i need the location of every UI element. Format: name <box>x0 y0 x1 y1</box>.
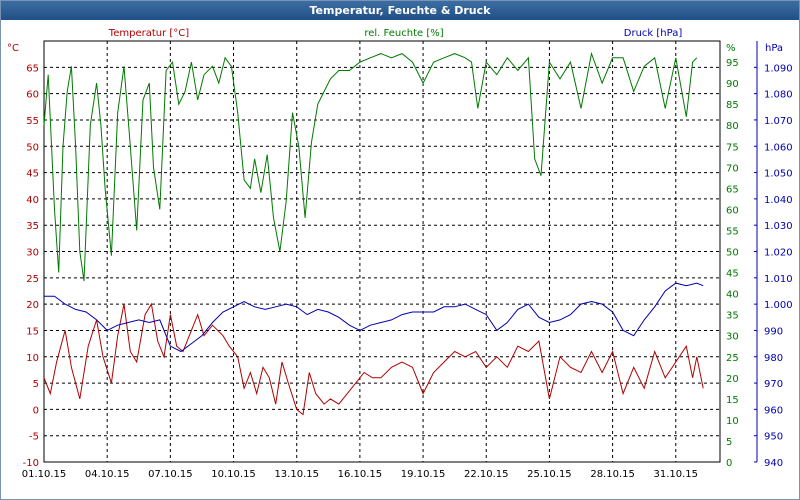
pressure-tick-label: 1.000 <box>764 300 793 311</box>
humidity-tick-label: 25 <box>726 353 739 364</box>
humidity-tick-label: 40 <box>726 290 739 301</box>
temperature-tick-label: -10 <box>23 458 39 469</box>
temperature-tick-label: 40 <box>26 195 39 206</box>
pressure-tick-label: 1.060 <box>764 142 793 153</box>
humidity-tick-label: 95 <box>726 58 739 69</box>
x-tick-label: 31.10.15 <box>654 469 699 480</box>
humidity-tick-label: 0 <box>726 458 732 469</box>
temperature-tick-label: 15 <box>26 326 39 337</box>
humidity-tick-label: 60 <box>726 205 739 216</box>
pressure-tick-label: 960 <box>764 405 783 416</box>
humidity-tick-label: 30 <box>726 332 739 343</box>
temperature-tick-label: 5 <box>33 379 39 390</box>
humidity-tick-label: 45 <box>726 269 739 280</box>
x-tick-label: 01.10.15 <box>22 469 67 480</box>
temperature-axis-title: Temperatur [°C] <box>108 28 189 39</box>
pressure-series-line <box>44 282 704 353</box>
humidity-tick-label: 20 <box>726 374 739 385</box>
temperature-tick-label: 20 <box>26 300 39 311</box>
pressure-unit-label: hPa <box>765 43 783 54</box>
pressure-tick-label: 1.020 <box>764 248 793 259</box>
pressure-tick-label: 1.050 <box>764 169 793 180</box>
x-tick-label: 04.10.15 <box>85 469 130 480</box>
pressure-tick-label: 980 <box>764 353 783 364</box>
humidity-tick-label: 90 <box>726 79 739 90</box>
plot-frame <box>43 40 721 463</box>
x-tick-label: 19.10.15 <box>401 469 446 480</box>
humidity-axis-title: rel. Feuchte [%] <box>364 28 443 39</box>
humidity-tick-label: 80 <box>726 121 739 132</box>
humidity-tick-label: 10 <box>726 416 739 427</box>
x-tick-label: 22.10.15 <box>464 469 509 480</box>
x-tick-label: 25.10.15 <box>527 469 572 480</box>
temperature-tick-label: -5 <box>29 432 39 443</box>
x-tick-label: 07.10.15 <box>148 469 193 480</box>
humidity-tick-label: 55 <box>726 226 739 237</box>
temperature-tick-label: 65 <box>26 63 39 74</box>
temperature-tick-label: 25 <box>26 274 39 285</box>
temperature-series-line <box>43 302 704 416</box>
pressure-tick-label: 1.070 <box>764 116 793 127</box>
humidity-tick-label: 5 <box>726 437 732 448</box>
pressure-tick-label: 1.040 <box>764 195 793 206</box>
pressure-tick-label: 1.010 <box>764 274 793 285</box>
humidity-tick-label: 75 <box>726 142 739 153</box>
pressure-tick-label: 990 <box>764 326 783 337</box>
chart-canvas: 01.10.15 04.10.15 07.10.15 10.10.15 13.10.15… <box>7 28 793 480</box>
pressure-tick-label: 1.080 <box>764 90 793 101</box>
temperature-tick-label: 50 <box>26 142 39 153</box>
pressure-tick-label: 970 <box>764 379 783 390</box>
temperature-tick-label: 30 <box>26 248 39 259</box>
temperature-tick-label: 60 <box>26 90 39 101</box>
temperature-tick-label: 35 <box>26 221 39 232</box>
humidity-series-line <box>43 51 698 282</box>
humidity-tick-label: 50 <box>726 248 739 259</box>
temperature-tick-label: 0 <box>33 405 39 416</box>
pressure-tick-label: 1.090 <box>764 63 793 74</box>
temperature-tick-label: 45 <box>26 169 39 180</box>
pressure-tick-label: 940 <box>764 458 783 469</box>
chart-title: Temperatur, Feuchte & Druck <box>1 1 799 20</box>
x-tick-label: 10.10.15 <box>211 469 256 480</box>
temperature-tick-label: 10 <box>26 353 39 364</box>
x-tick-label: 13.10.15 <box>274 469 319 480</box>
x-tick-label: 16.10.15 <box>338 469 383 480</box>
temperature-unit-label: °C <box>7 43 19 54</box>
humidity-tick-label: 65 <box>726 184 739 195</box>
humidity-tick-label: 85 <box>726 100 739 111</box>
pressure-axis-title: Druck [hPa] <box>624 28 683 39</box>
pressure-tick-label: 1.030 <box>764 221 793 232</box>
humidity-unit-label: % <box>726 43 736 54</box>
pressure-tick-label: 950 <box>764 432 783 443</box>
humidity-tick-label: 15 <box>726 395 739 406</box>
temperature-tick-label: 55 <box>26 116 39 127</box>
humidity-tick-label: 70 <box>726 163 739 174</box>
x-tick-label: 28.10.15 <box>590 469 635 480</box>
humidity-tick-label: 35 <box>726 311 739 322</box>
